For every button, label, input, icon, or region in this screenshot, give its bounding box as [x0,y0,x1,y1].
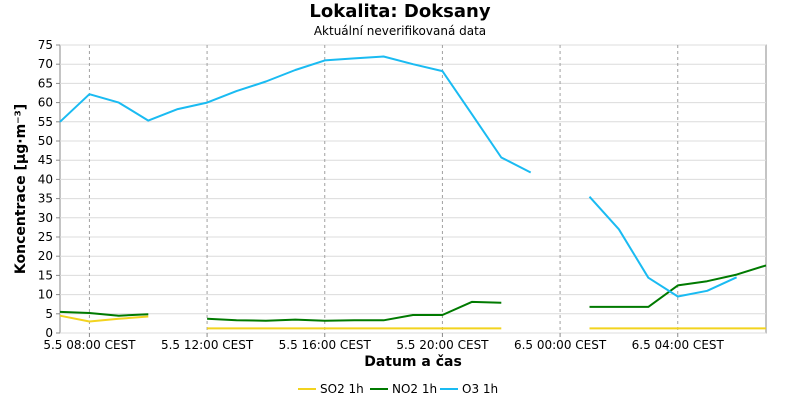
y-tick-label: 45 [38,153,53,167]
series-segment [59,310,149,317]
x-axis: 5.5 08:00 CEST 5.5 12:00 CEST 5.5 16:00 CE… [43,333,725,352]
y-tick-label: 30 [38,211,53,225]
y-tick-label: 70 [38,57,53,71]
series-no2-line [59,264,767,322]
y-axis-title: Koncentrace [µg·m⁻³] [13,104,29,274]
series-so2-line [59,314,766,330]
series-segment [59,314,149,323]
chart-title: Lokalita: Doksany [309,1,491,22]
series-o3-line [59,55,738,298]
y-axis: 0 5 10 15 20 25 30 35 40 45 50 55 60 65 70 75 [38,38,60,340]
y-tick-label: 50 [38,134,53,148]
y-tick-label: 25 [38,230,53,244]
y-tick-label: 35 [38,192,53,206]
legend-item-o3: O3 1h [440,382,498,396]
series-layer [59,55,767,330]
y-tick-label: 75 [38,38,53,52]
legend-label: NO2 1h [392,382,437,396]
legend-label: SO2 1h [320,382,364,396]
plot-border [59,44,767,334]
y-tick-label: 65 [38,76,53,90]
y-tick-label: 0 [45,326,53,340]
x-tick-label: 5.5 12:00 CEST [161,338,254,352]
plot-area [59,44,767,334]
y-tick-label: 20 [38,249,53,263]
y-tick-label: 5 [45,307,53,321]
x-tick-label: 6.5 00:00 CEST [514,338,607,352]
x-axis-title: Datum a čas [364,354,462,370]
y-tick-label: 10 [38,288,53,302]
series-segment [588,196,738,298]
x-tick-label: 5.5 16:00 CEST [279,338,372,352]
y-tick-label: 55 [38,115,53,129]
legend: SO2 1h NO2 1h O3 1h [298,382,498,396]
y-tick-label: 40 [38,172,53,186]
series-segment [207,300,502,322]
chart-subtitle: Aktuální neverifikovaná data [313,24,487,38]
series-segment [589,264,767,308]
series-segment [59,55,532,174]
y-tick-label: 60 [38,96,53,110]
legend-item-no2: NO2 1h [370,382,437,396]
x-tick-label: 6.5 04:00 CEST [632,338,725,352]
x-tick-label: 5.5 08:00 CEST [43,338,136,352]
y-tick-label: 15 [38,268,53,282]
legend-label: O3 1h [462,382,498,396]
legend-item-so2: SO2 1h [298,382,364,396]
x-tick-label: 5.5 20:00 CEST [396,338,489,352]
grid-lines [60,44,766,334]
